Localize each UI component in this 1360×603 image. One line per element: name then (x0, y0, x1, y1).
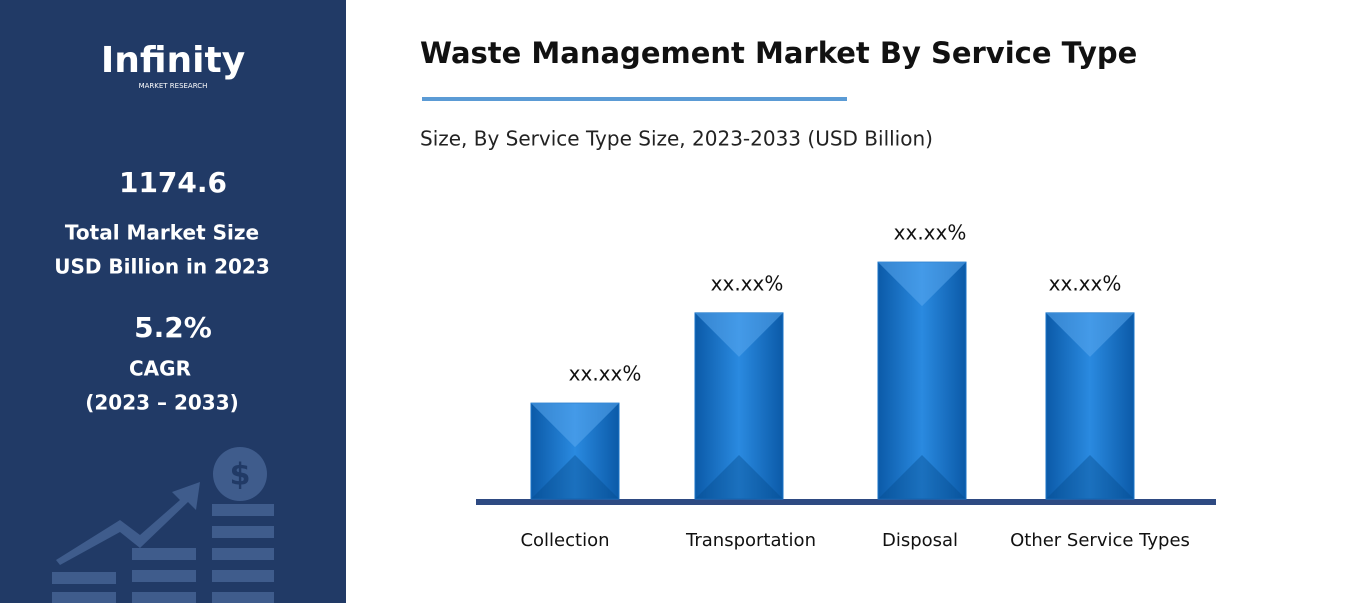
bar-bevel (1046, 312, 1134, 357)
sidebar (0, 0, 346, 603)
bar-bevel (878, 262, 966, 307)
logo-sub: MARKET RESEARCH (139, 82, 208, 90)
bar-bevel (531, 403, 619, 448)
value-label: xx.xx% (569, 362, 642, 386)
growth-icon (52, 447, 274, 603)
x-tick-label: Collection (520, 530, 609, 551)
baseline (476, 499, 1216, 505)
x-tick-label: Other Service Types (1010, 530, 1190, 551)
bar-bevel (531, 455, 619, 499)
market-size: 1174.6 (119, 166, 227, 199)
value-label: xx.xx% (1049, 271, 1122, 295)
market-size-label: USD Billion in 2023 (54, 255, 270, 279)
value-label: xx.xx% (711, 271, 784, 295)
logo: Infinity (101, 40, 245, 81)
bar-bevel (695, 455, 783, 499)
x-tick-label: Transportation (685, 530, 816, 551)
chart-subtitle: Size, By Service Type Size, 2023-2033 (U… (420, 127, 933, 151)
market-size-label: Total Market Size (65, 221, 259, 245)
chart-title: Waste Management Market By Service Type (420, 36, 1137, 70)
bar-bevel (878, 455, 966, 499)
title-underline (422, 97, 847, 101)
value-label: xx.xx% (894, 221, 967, 245)
cagr-period: (2023 – 2033) (85, 391, 239, 415)
cagr-label: CAGR (129, 357, 191, 381)
x-tick-label: Disposal (882, 530, 958, 551)
cagr: 5.2% (134, 311, 212, 344)
bar-bevel (1046, 455, 1134, 499)
bar-bevel (695, 312, 783, 357)
dollar-icon: $ (230, 458, 251, 493)
